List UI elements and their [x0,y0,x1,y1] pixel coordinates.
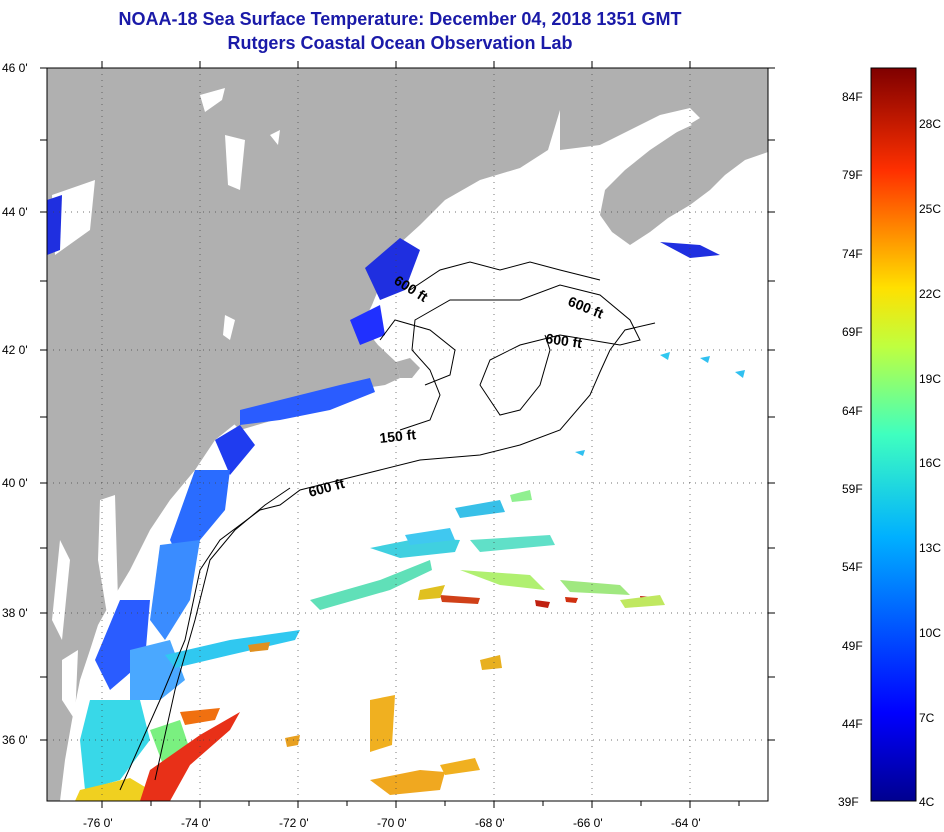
contour-label: 600 ft [545,330,584,351]
colorbar-f-label: 84F [842,90,863,104]
colorbar-f-label: 54F [842,560,863,574]
colorbar-c-label: 7C [919,711,935,725]
colorbar-c-label: 16C [919,456,942,470]
sst-patches [47,195,745,801]
map-title: NOAA-18 Sea Surface Temperature: Decembe… [118,9,682,29]
plot-frame [46,67,769,802]
colorbar-f-label: 79F [842,168,863,182]
lake-shapes [52,88,280,720]
colorbar-c-label: 22C [919,287,942,301]
lon-label: -68 0' [475,816,505,830]
lon-label: -76 0' [83,816,113,830]
lon-label: -66 0' [573,816,603,830]
lat-label: 38 0' [2,606,28,620]
lat-label: 36 0' [2,733,28,747]
colorbar-c-label: 13C [919,541,942,555]
axis-ticks [40,61,775,808]
colorbar [870,67,917,802]
colorbar-c-label: 4C [919,795,935,809]
colorbar-f-label: 39F [838,795,859,809]
lon-label: -70 0' [377,816,407,830]
lon-label: -64 0' [671,816,701,830]
bay-of-fundy [560,118,692,175]
colorbar-f-label: 74F [842,247,863,261]
colorbar-c-label: 19C [919,372,942,386]
contour-label: 150 ft [379,426,417,446]
colorbar-f-label: 64F [842,404,863,418]
lon-label: -72 0' [279,816,309,830]
colorbar-c-label: 25C [919,202,942,216]
lat-label: 44 0' [2,205,28,219]
map-subtitle: Rutgers Coastal Ocean Observation Lab [227,33,573,53]
land-maritimes [560,68,768,245]
lat-label: 46 0' [2,61,28,75]
colorbar-f-label: 59F [842,482,863,496]
land-mainland [47,68,560,801]
lat-label: 42 0' [2,343,28,357]
colorbar-f-label: 69F [842,325,863,339]
colorbar-c-label: 10C [919,626,942,640]
lat-label: 40 0' [2,476,28,490]
colorbar-f-label: 49F [842,639,863,653]
colorbar-c-label: 28C [919,117,942,131]
land-cape-cod [396,358,420,378]
lon-label: -74 0' [181,816,211,830]
colorbar-f-label: 44F [842,717,863,731]
graticule [47,68,768,801]
bathymetry-contours [119,261,656,791]
